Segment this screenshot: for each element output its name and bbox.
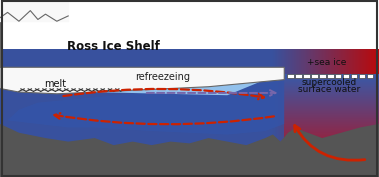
Bar — [287, 74, 294, 78]
Text: surface water: surface water — [298, 85, 360, 94]
Polygon shape — [8, 80, 284, 135]
Bar — [359, 74, 365, 78]
Text: supercooled: supercooled — [301, 78, 357, 87]
Bar — [295, 74, 302, 78]
Bar — [351, 74, 357, 78]
Polygon shape — [0, 124, 379, 177]
Text: Ross Ice Shelf: Ross Ice Shelf — [67, 39, 160, 53]
Polygon shape — [38, 71, 265, 95]
Bar — [335, 74, 341, 78]
Bar — [327, 74, 334, 78]
Bar — [311, 74, 318, 78]
Polygon shape — [0, 0, 284, 94]
Text: refreezeing: refreezeing — [135, 72, 191, 82]
Bar — [367, 74, 373, 78]
Text: +sea ice: +sea ice — [307, 58, 346, 67]
Bar — [319, 74, 326, 78]
Text: melt: melt — [44, 79, 66, 89]
Bar — [303, 74, 310, 78]
Bar — [343, 74, 349, 78]
